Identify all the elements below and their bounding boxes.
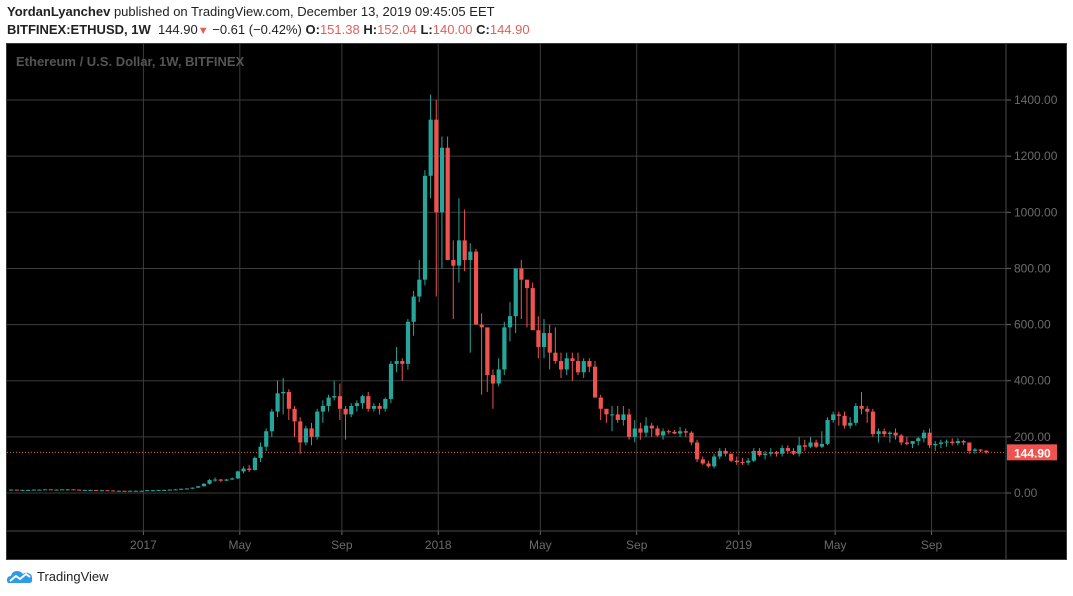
candles: [9, 94, 989, 492]
candlestick-plot[interactable]: 0.00 200.00 400.00 600.00 800.00 1000.00 1200.…: [7, 44, 1066, 559]
publish-info: YordanLyanchev published on TradingView.…: [7, 4, 495, 19]
high-label: H:: [363, 22, 378, 37]
current-price-tag: [1007, 444, 1057, 461]
y-tick-label: 1200.00: [1014, 149, 1058, 163]
open-value: 151.38: [319, 22, 360, 37]
y-tick-label: 400.00: [1014, 374, 1051, 388]
y-tick-label: 800.00: [1014, 261, 1051, 275]
y-tick-label: 1000.00: [1014, 205, 1058, 219]
tradingview-brand[interactable]: TradingView: [37, 568, 109, 584]
x-tick-label: May: [228, 538, 251, 552]
footer: TradingView: [7, 568, 109, 584]
price-change: −0.61 (−0.42%): [212, 22, 302, 37]
triangle-down-icon: ▼: [197, 25, 209, 37]
current-price-label: 144.90: [1014, 446, 1051, 460]
author-name[interactable]: YordanLyanchev: [7, 4, 111, 19]
symbol-label: BITFINEX:ETHUSD, 1W: [7, 22, 151, 37]
x-tick-label: 2018: [425, 538, 452, 552]
y-tick-label: 600.00: [1014, 318, 1051, 332]
close-label: C:: [476, 22, 490, 37]
high-value: 152.04: [377, 22, 417, 37]
tradingview-cloud-icon: [7, 571, 33, 583]
close-value: 144.90: [489, 22, 530, 37]
open-label: O:: [305, 22, 320, 37]
x-tick-label: Sep: [331, 538, 353, 552]
x-tick-label: Sep: [626, 538, 648, 552]
x-tick-label: May: [824, 538, 847, 552]
x-tick-label: Sep: [921, 538, 943, 552]
chart-legend: Ethereum / U.S. Dollar, 1W, BITFINEX: [16, 54, 245, 69]
symbol-info: BITFINEX:ETHUSD, 1W 144.90▼ −0.61 (−0.42…: [7, 22, 530, 37]
y-tick-label: 200.00: [1014, 430, 1051, 444]
x-tick-label: May: [529, 538, 552, 552]
last-price: 144.90: [157, 22, 198, 37]
y-tick-label: 0.00: [1014, 486, 1038, 500]
x-tick-label: 2019: [725, 538, 752, 552]
published-text: published on TradingView.com, December 1…: [113, 4, 495, 19]
low-label: L:: [420, 22, 433, 37]
x-tick-label: 2017: [130, 538, 157, 552]
y-tick-label: 1400.00: [1014, 93, 1058, 107]
chart-panel[interactable]: 0.00 200.00 400.00 600.00 800.00 1000.00 1200.…: [6, 43, 1067, 560]
low-value: 140.00: [432, 22, 473, 37]
